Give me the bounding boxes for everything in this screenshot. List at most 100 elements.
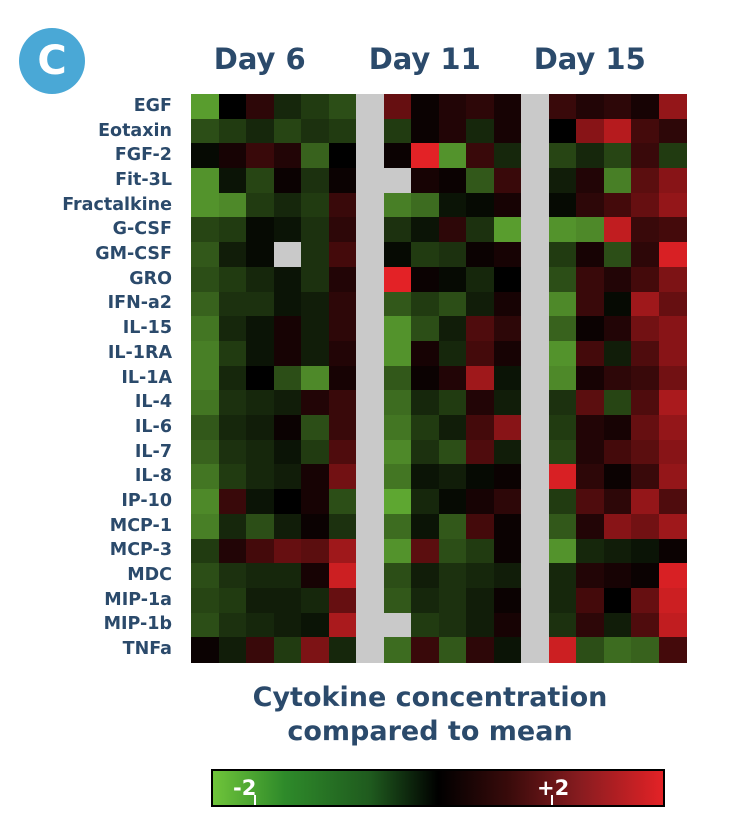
- heatmap-cell: [576, 192, 605, 219]
- heatmap-cell: [191, 316, 220, 342]
- heatmap-cell: [521, 316, 550, 342]
- heatmap-cell: [631, 464, 660, 490]
- row-label: IFN-a2: [107, 293, 172, 314]
- heatmap-cell: [356, 143, 385, 169]
- heatmap-cell: [246, 439, 275, 466]
- heatmap-cell: [576, 340, 605, 367]
- heatmap-cell: [383, 168, 412, 194]
- heatmap-cell: [246, 513, 275, 540]
- column-group-label: Day 11: [368, 42, 481, 76]
- heatmap-cell: [218, 365, 247, 391]
- heatmap-cell: [576, 563, 605, 589]
- heatmap-cell: [218, 192, 247, 219]
- heatmap-cell: [246, 464, 275, 490]
- heatmap-cell: [301, 143, 330, 169]
- heatmap-cell: [438, 563, 467, 589]
- heatmap-cell: [328, 340, 357, 367]
- heatmap-cell: [301, 538, 330, 564]
- heatmap-cell: [493, 563, 522, 589]
- heatmap-cell: [548, 217, 577, 243]
- heatmap-cell: [301, 612, 330, 638]
- heatmap-cell: [466, 143, 495, 169]
- heatmap-cell: [246, 390, 275, 416]
- heatmap-cell: [218, 538, 247, 564]
- heatmap-cell: [301, 637, 330, 663]
- heatmap-cell: [466, 390, 495, 416]
- heatmap-cell: [548, 94, 577, 120]
- heatmap-cell: [548, 192, 577, 219]
- heatmap-cell: [493, 612, 522, 638]
- heatmap-cell: [603, 365, 632, 391]
- heatmap-cell: [273, 143, 302, 169]
- heatmap-cell: [521, 612, 550, 638]
- heatmap-cell: [191, 390, 220, 416]
- heatmap-cell: [548, 291, 577, 317]
- heatmap-cell: [438, 365, 467, 391]
- heatmap-cell: [383, 266, 412, 293]
- heatmap-cell: [328, 316, 357, 342]
- heatmap-cell: [493, 464, 522, 490]
- heatmap-cell: [383, 316, 412, 342]
- heatmap-cell: [658, 291, 687, 317]
- row-label: IL-7: [134, 441, 172, 462]
- heatmap-cell: [548, 365, 577, 391]
- heatmap-cell: [631, 316, 660, 342]
- heatmap-cell: [246, 612, 275, 638]
- heatmap-cell: [466, 266, 495, 293]
- heatmap-cell: [576, 316, 605, 342]
- heatmap-cell: [411, 291, 440, 317]
- heatmap-cell: [383, 513, 412, 540]
- heatmap-cell: [273, 587, 302, 614]
- heatmap-cell: [301, 365, 330, 391]
- heatmap-cell: [411, 464, 440, 490]
- heatmap-cell: [438, 143, 467, 169]
- row-label: Fit-3L: [115, 169, 172, 190]
- heatmap-cell: [658, 637, 687, 663]
- heatmap-cell: [658, 439, 687, 466]
- heatmap-cell: [603, 266, 632, 293]
- heatmap-cell: [218, 340, 247, 367]
- heatmap-cell: [631, 489, 660, 515]
- heatmap-cell: [603, 489, 632, 515]
- heatmap-cell: [191, 612, 220, 638]
- heatmap-cell: [521, 217, 550, 243]
- heatmap-cell: [273, 291, 302, 317]
- heatmap-cell: [548, 637, 577, 663]
- heatmap-cell: [466, 365, 495, 391]
- heatmap-cell: [218, 118, 247, 144]
- heatmap-cell: [603, 340, 632, 367]
- heatmap-cell: [383, 587, 412, 614]
- heatmap-cell: [301, 266, 330, 293]
- heatmap-cell: [438, 118, 467, 144]
- heatmap-cell: [438, 513, 467, 540]
- heatmap-cell: [246, 217, 275, 243]
- heatmap-cell: [658, 316, 687, 342]
- heatmap-cell: [383, 118, 412, 144]
- heatmap-cell: [603, 464, 632, 490]
- heatmap-cell: [521, 340, 550, 367]
- heatmap-cell: [576, 415, 605, 441]
- heatmap-cell: [493, 118, 522, 144]
- heatmap-cell: [548, 513, 577, 540]
- heatmap-cell: [191, 192, 220, 219]
- heatmap-cell: [383, 217, 412, 243]
- heatmap-cell: [191, 94, 220, 120]
- heatmap-cell: [603, 563, 632, 589]
- heatmap-cell: [246, 365, 275, 391]
- heatmap-cell: [328, 415, 357, 441]
- heatmap-cell: [521, 192, 550, 219]
- heatmap-cell: [521, 538, 550, 564]
- heatmap-cell: [356, 118, 385, 144]
- heatmap-cell: [466, 587, 495, 614]
- panel-badge: C: [19, 28, 85, 94]
- heatmap-cell: [301, 415, 330, 441]
- heatmap-cell: [356, 316, 385, 342]
- heatmap-cell: [521, 464, 550, 490]
- heatmap-cell: [521, 563, 550, 589]
- heatmap-cell: [218, 316, 247, 342]
- heatmap-cell: [191, 118, 220, 144]
- heatmap-cell: [576, 489, 605, 515]
- heatmap-cell: [658, 192, 687, 219]
- heatmap-cell: [218, 143, 247, 169]
- heatmap-cell: [493, 242, 522, 268]
